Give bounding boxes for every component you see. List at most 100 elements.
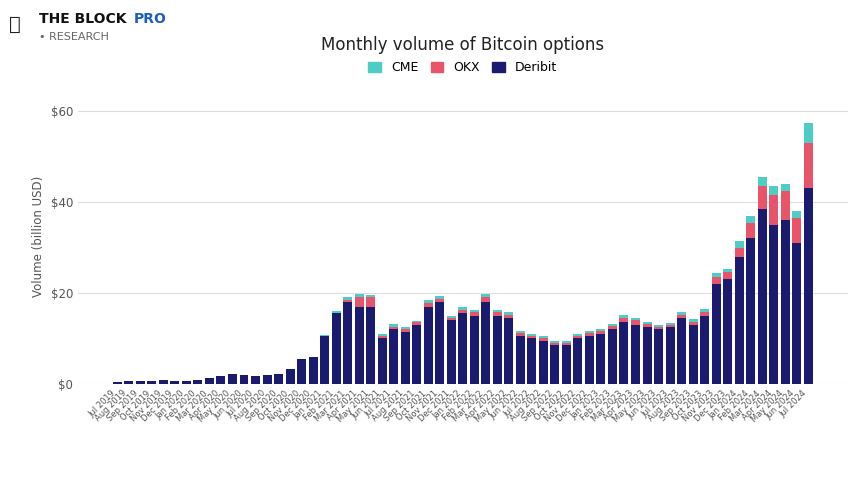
Bar: [400, 327, 410, 329]
Bar: [769, 195, 778, 225]
Text: PRO: PRO: [134, 12, 167, 26]
Bar: [413, 325, 421, 384]
Bar: [400, 329, 410, 332]
Bar: [458, 313, 467, 384]
Bar: [804, 123, 813, 143]
Bar: [446, 318, 456, 320]
Bar: [734, 241, 744, 247]
Text: ⬜: ⬜: [9, 15, 21, 34]
Y-axis label: Volume (billion USD): Volume (billion USD): [32, 176, 45, 297]
Bar: [343, 300, 352, 302]
Bar: [112, 382, 122, 384]
Bar: [608, 326, 617, 329]
Bar: [413, 322, 421, 325]
Bar: [493, 312, 502, 316]
Bar: [528, 336, 536, 338]
Bar: [446, 316, 456, 318]
Bar: [700, 316, 709, 384]
Legend: CME, OKX, Deribit: CME, OKX, Deribit: [363, 57, 562, 79]
Bar: [677, 318, 686, 384]
Bar: [665, 323, 675, 325]
Bar: [125, 381, 133, 384]
Bar: [182, 381, 191, 384]
Bar: [573, 336, 582, 338]
Bar: [251, 375, 260, 384]
Bar: [366, 298, 375, 307]
Bar: [240, 375, 248, 384]
Bar: [136, 381, 144, 384]
Bar: [573, 334, 582, 336]
Bar: [643, 327, 651, 384]
Bar: [769, 225, 778, 384]
Bar: [723, 269, 732, 273]
Bar: [539, 336, 548, 338]
Bar: [446, 320, 456, 384]
Bar: [481, 294, 490, 298]
Bar: [585, 331, 594, 333]
Bar: [470, 316, 479, 384]
Bar: [654, 327, 663, 329]
Bar: [734, 257, 744, 384]
Bar: [435, 299, 445, 302]
Bar: [378, 338, 387, 384]
Bar: [194, 380, 202, 384]
Bar: [654, 325, 663, 327]
Bar: [528, 334, 536, 336]
Bar: [597, 331, 605, 334]
Bar: [343, 297, 352, 300]
Bar: [792, 243, 801, 384]
Bar: [400, 332, 410, 384]
Bar: [746, 239, 755, 384]
Bar: [285, 369, 295, 384]
Bar: [504, 318, 513, 384]
Bar: [758, 209, 766, 384]
Bar: [389, 327, 398, 329]
Bar: [562, 343, 571, 345]
Bar: [470, 310, 479, 312]
Bar: [366, 307, 375, 384]
Bar: [355, 307, 363, 384]
Bar: [804, 188, 813, 384]
Bar: [792, 218, 801, 243]
Bar: [378, 336, 387, 338]
Bar: [712, 277, 721, 284]
Bar: [758, 177, 766, 186]
Bar: [689, 322, 697, 325]
Bar: [677, 311, 686, 315]
Bar: [665, 325, 675, 327]
Bar: [263, 375, 272, 384]
Bar: [539, 338, 548, 340]
Bar: [424, 300, 432, 303]
Bar: [435, 296, 445, 299]
Bar: [769, 186, 778, 195]
Bar: [516, 333, 525, 336]
Bar: [665, 327, 675, 384]
Bar: [758, 186, 766, 209]
Bar: [528, 338, 536, 384]
Bar: [643, 324, 651, 327]
Bar: [493, 310, 502, 312]
Bar: [516, 336, 525, 384]
Bar: [677, 315, 686, 318]
Bar: [435, 302, 445, 384]
Bar: [804, 143, 813, 188]
Bar: [539, 340, 548, 384]
Bar: [331, 311, 341, 313]
Bar: [458, 310, 467, 313]
Bar: [458, 307, 467, 310]
Bar: [216, 375, 226, 384]
Bar: [562, 345, 571, 384]
Bar: [355, 294, 363, 298]
Bar: [734, 247, 744, 257]
Bar: [608, 324, 617, 326]
Bar: [619, 315, 629, 318]
Bar: [562, 341, 571, 343]
Bar: [700, 312, 709, 316]
Bar: [343, 302, 352, 384]
Bar: [366, 295, 375, 298]
Bar: [481, 302, 490, 384]
Bar: [504, 312, 513, 315]
Bar: [585, 336, 594, 384]
Bar: [700, 309, 709, 312]
Bar: [493, 316, 502, 384]
